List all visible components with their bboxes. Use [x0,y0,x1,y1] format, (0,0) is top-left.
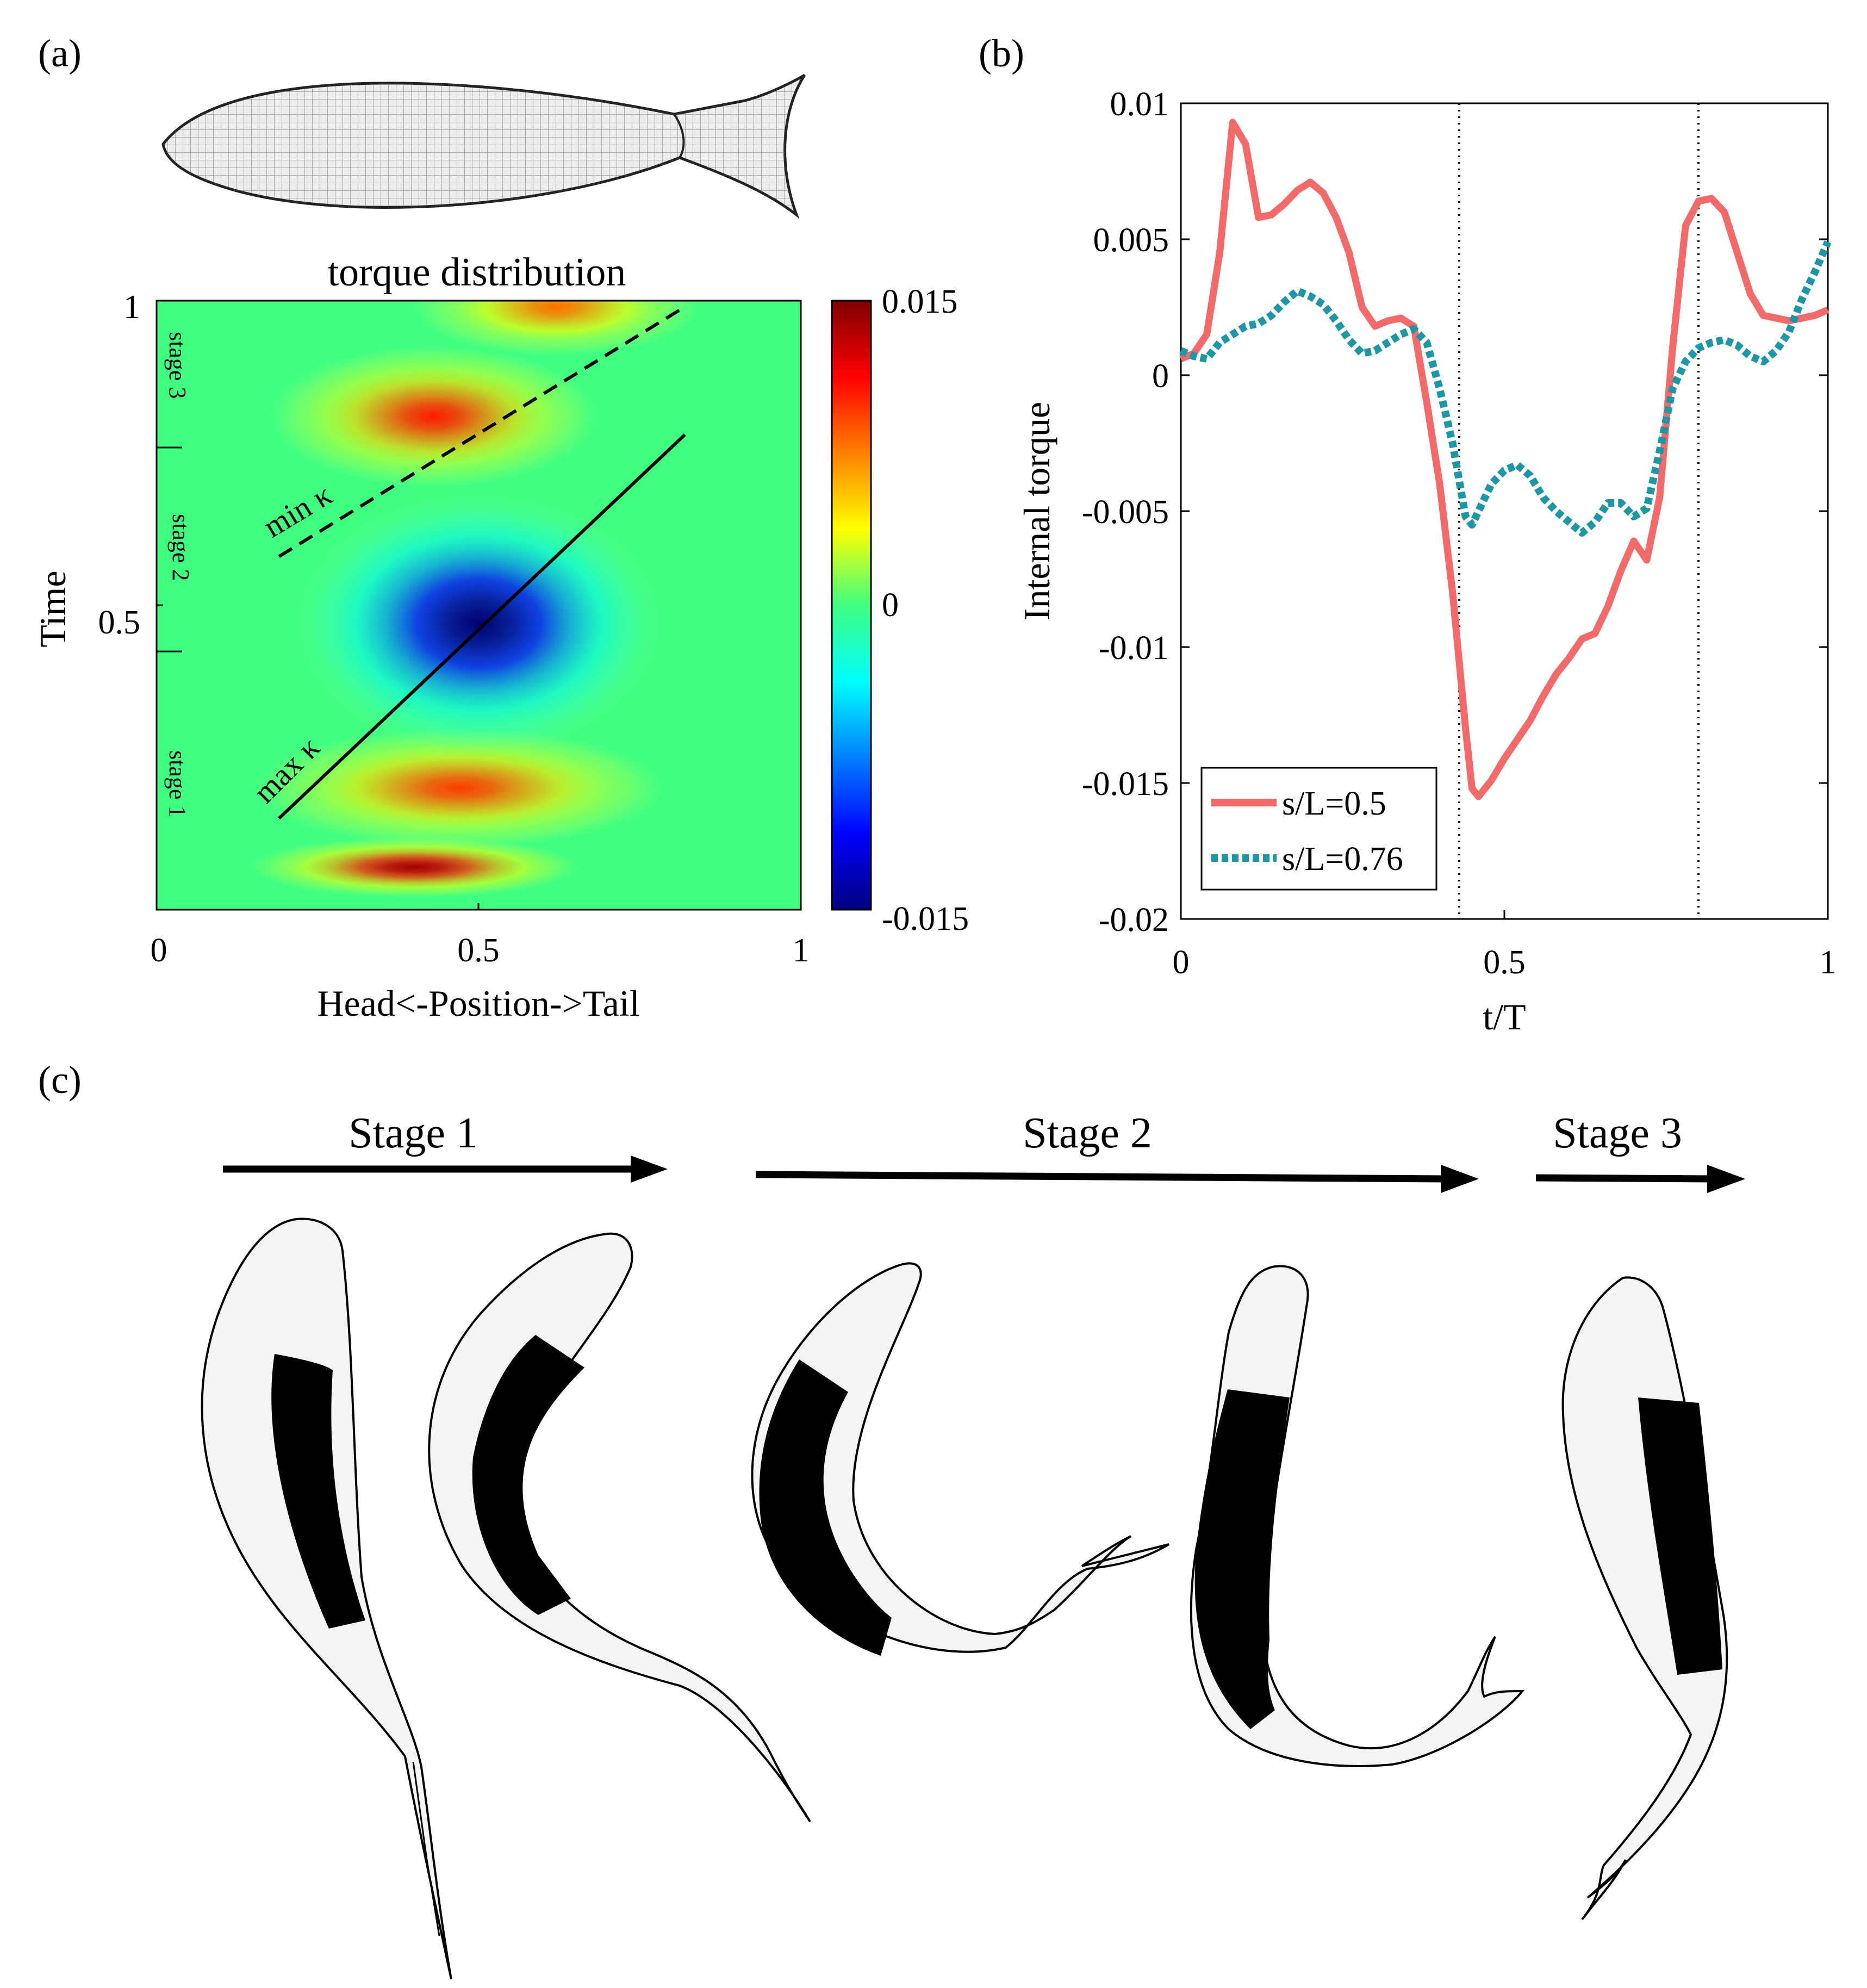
series-line-1 [1179,240,1832,537]
legend: s/L=0.5 s/L=0.76 [1200,767,1437,891]
heatmap-blob [269,345,599,488]
stage-3-arrow [1535,1165,1745,1193]
line-ytick-3: -0.005 [1082,494,1169,531]
colorbar-gradient [831,300,872,911]
heatmap-xlabel: Head<-Position->Tail [317,983,639,1024]
min-kappa-line [278,305,686,558]
line-xtick-0.5: 0.5 [1483,944,1526,981]
line-xtick-0: 0 [1173,944,1190,981]
fish-posture-3 [751,1262,1170,1656]
fish-posture-1 [201,1217,452,1980]
stage-3-title: Stage 3 [1553,1109,1682,1157]
fish-posture-5 [1561,1276,1728,1921]
fish-mesh-illustration [161,73,806,219]
colorbar: 0.015 0 -0.015 [831,283,969,937]
legend-label-0: s/L=0.5 [1282,785,1386,822]
stage-1-label: stage 1 [164,750,191,817]
heatmap-xtick-0: 0 [151,932,167,969]
heatmap-title: torque distribution [328,250,626,295]
stage-3-label: stage 3 [164,332,191,399]
legend-label-1: s/L=0.76 [1282,841,1403,878]
line-ytick-4: -0.01 [1099,630,1169,667]
panel-c-label: (c) [38,1058,82,1102]
line-ytick-6: -0.02 [1099,902,1169,939]
stage-1-arrow [223,1155,668,1183]
panel-b-label: (b) [979,32,1024,75]
stage-2-arrow [755,1165,1479,1193]
heatmap-ytick-0.5: 0.5 [98,604,141,641]
fish-posture-2 [428,1232,811,1823]
heatmap-xtick-0.5: 0.5 [457,932,500,969]
line-xtick-1: 1 [1820,944,1837,981]
colorbar-tick-min: -0.015 [882,900,969,937]
max-kappa-line [278,433,686,820]
heatmap-xtick-1: 1 [793,932,810,969]
heatmap-plot [155,300,802,911]
heatmap-blob [253,728,666,848]
colorbar-tick-max: 0.015 [882,283,958,320]
line-ylabel: Internal torque [1016,402,1057,620]
stage-2-label: stage 2 [167,514,194,581]
series-line-0 [1179,119,1829,800]
heatmap-ylabel: Time [32,570,73,647]
stage-1-title: Stage 1 [348,1109,478,1157]
line-ytick-0: 0.01 [1110,86,1169,123]
line-ytick-2: 0 [1152,358,1169,395]
heatmap-blob [249,836,580,898]
line-plot [1179,102,1832,920]
stage-2-title: Stage 2 [1023,1109,1152,1157]
colorbar-tick-zero: 0 [882,587,899,624]
fish-posture-4 [1190,1265,1525,1767]
line-ytick-1: 0.005 [1093,222,1169,259]
heatmap-blob [293,492,664,755]
legend-box [1200,767,1437,891]
line-xlabel: t/T [1483,996,1526,1038]
heatmap-ytick-1: 1 [123,289,140,326]
panel-a-label: (a) [38,32,82,75]
line-ytick-5: -0.015 [1082,766,1169,803]
